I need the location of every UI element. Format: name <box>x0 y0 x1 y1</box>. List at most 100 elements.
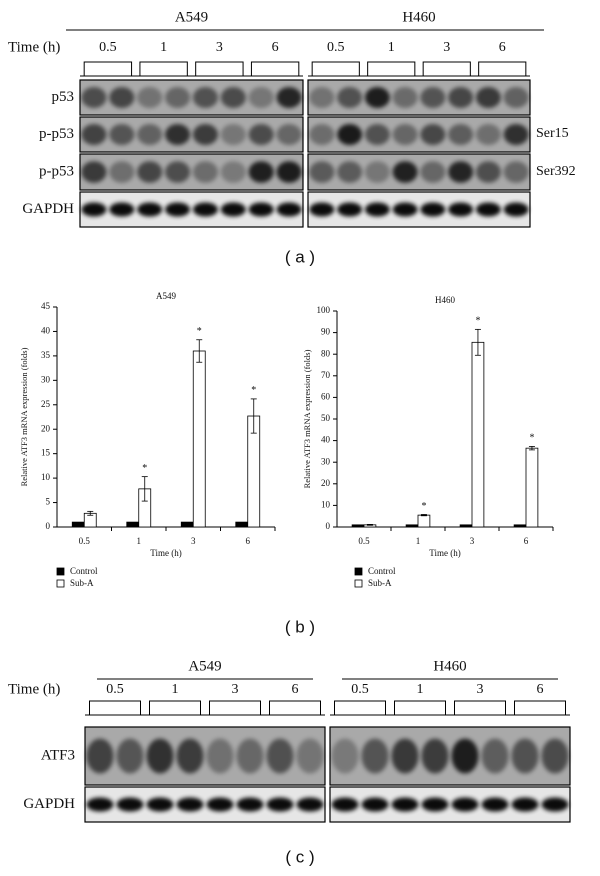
well-bracket <box>478 61 527 76</box>
y-tick-label: 50 <box>321 413 331 423</box>
bar <box>471 341 485 528</box>
band <box>137 202 163 217</box>
band <box>475 87 501 108</box>
band <box>276 202 302 217</box>
error-bar <box>420 514 427 517</box>
time-label: 1 <box>417 682 424 697</box>
band <box>165 202 191 217</box>
bar <box>525 447 539 528</box>
time-label: 3 <box>232 682 239 697</box>
legend-swatch <box>56 567 65 576</box>
bar <box>459 524 473 528</box>
band <box>165 124 191 145</box>
legend-label: Control <box>368 566 396 576</box>
band <box>192 87 218 108</box>
cell-line-label: H460 <box>402 9 435 25</box>
time-label: 1 <box>172 682 179 697</box>
band <box>475 124 501 145</box>
well-bracket <box>149 700 201 715</box>
band <box>421 738 449 774</box>
band <box>391 797 419 812</box>
bar <box>71 521 85 528</box>
band <box>137 87 163 108</box>
legend-label: Sub-A <box>70 578 94 588</box>
band <box>451 797 479 812</box>
band <box>448 161 474 183</box>
well-bracket <box>269 700 321 715</box>
legend-swatch <box>354 567 363 576</box>
well-bracket <box>139 61 188 76</box>
chart-title: H460 <box>435 295 455 305</box>
band <box>220 161 246 183</box>
bar <box>405 524 419 528</box>
legend-swatch <box>56 579 65 588</box>
well-bracket <box>514 700 566 715</box>
band <box>364 202 390 217</box>
band <box>475 161 501 183</box>
row-label: p-p53 <box>39 126 74 142</box>
band <box>420 202 446 217</box>
band <box>364 87 390 108</box>
band <box>109 87 135 108</box>
x-tick-label: 3 <box>470 536 475 546</box>
row-label: GAPDH <box>23 796 75 812</box>
time-label: 1 <box>388 40 395 55</box>
band <box>248 161 274 183</box>
bar <box>351 524 365 528</box>
y-tick-label: 5 <box>46 497 51 507</box>
band <box>81 87 107 108</box>
band <box>192 124 218 145</box>
band <box>420 87 446 108</box>
band <box>276 124 302 145</box>
band <box>392 87 418 108</box>
y-tick-label: 70 <box>321 370 331 380</box>
band <box>266 738 294 774</box>
y-tick-label: 10 <box>321 499 331 509</box>
x-axis-label: Time (h) <box>150 548 181 558</box>
bar <box>513 524 527 528</box>
x-tick-label: 1 <box>137 536 142 546</box>
y-axis-label: Relative ATF3 mRNA expression (folds) <box>19 347 29 486</box>
band <box>137 124 163 145</box>
band <box>192 202 218 217</box>
time-axis-label: Time (h) <box>8 681 60 697</box>
band <box>165 87 191 108</box>
band <box>86 738 114 774</box>
y-tick-label: 100 <box>317 305 331 315</box>
band <box>146 797 174 812</box>
band <box>503 124 529 145</box>
band <box>337 87 363 108</box>
band <box>420 161 446 183</box>
y-tick-label: 25 <box>41 399 51 409</box>
cell-line-label: H460 <box>433 658 466 674</box>
band <box>236 797 264 812</box>
caption-c: ( c ) <box>285 847 314 866</box>
chart-title: A549 <box>156 291 176 301</box>
band <box>392 161 418 183</box>
caption-b: ( b ) <box>285 617 315 636</box>
y-tick-label: 0 <box>46 521 51 531</box>
band <box>296 797 324 812</box>
caption-a: ( a ) <box>285 247 315 266</box>
y-tick-label: 0 <box>326 521 331 531</box>
band <box>309 124 335 145</box>
time-label: 3 <box>443 40 450 55</box>
well-bracket <box>367 61 416 76</box>
time-axis-label: Time (h) <box>8 39 60 55</box>
y-tick-label: 20 <box>321 478 331 488</box>
y-tick-label: 15 <box>41 448 51 458</box>
band <box>248 87 274 108</box>
band <box>309 87 335 108</box>
error-bar <box>250 398 257 434</box>
error-bar <box>528 446 535 451</box>
time-label: 6 <box>272 40 279 55</box>
band <box>448 124 474 145</box>
time-label: 1 <box>160 40 167 55</box>
band <box>337 161 363 183</box>
error-bar <box>141 476 148 502</box>
band <box>248 124 274 145</box>
band <box>192 161 218 183</box>
band <box>481 797 509 812</box>
band <box>448 87 474 108</box>
well-bracket <box>422 61 471 76</box>
